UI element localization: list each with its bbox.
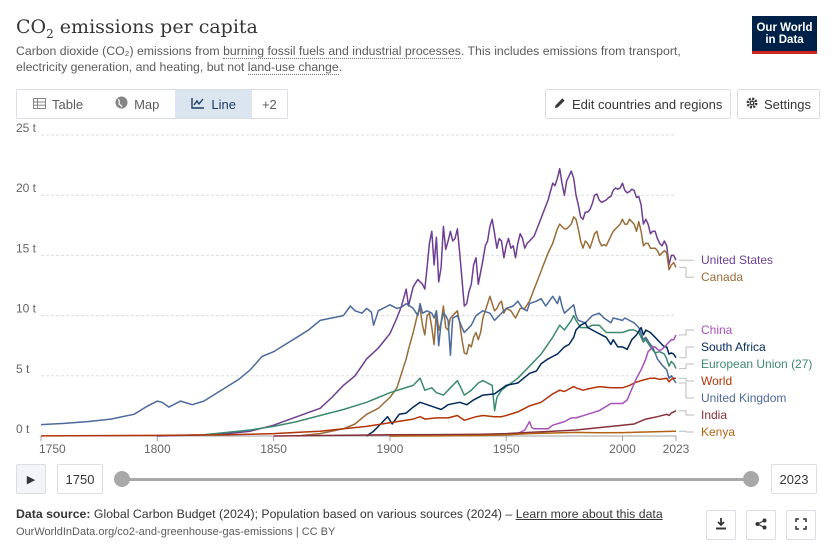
data-source: Data source: Global Carbon Budget (2024)… (16, 507, 663, 521)
line-chart: 0 t 5 t 10 t 15 t 20 t 25 t 1750 1800 1850 1900 19… (16, 121, 812, 456)
legend-connector (679, 266, 694, 278)
x-tick-label: 1750 (39, 442, 66, 456)
y-tick-label: 20 t (16, 181, 37, 195)
legend-connector (679, 430, 694, 433)
chart-subtitle: Carbon dioxide (CO₂) emissions from burn… (16, 44, 681, 75)
download-button[interactable] (706, 510, 736, 540)
legend-label[interactable]: European Union (27) (701, 357, 812, 371)
x-tick-label: 1900 (377, 442, 404, 456)
start-handle[interactable] (114, 471, 130, 487)
tab-map[interactable]: Map (99, 90, 175, 118)
y-tick-label: 10 t (16, 302, 37, 316)
timeline-track[interactable] (122, 478, 752, 481)
y-tick-label: 15 t (16, 241, 37, 255)
download-icon (715, 517, 727, 533)
legend-connector (679, 377, 694, 382)
table-icon (33, 97, 46, 112)
legend-label[interactable]: United States (701, 253, 773, 267)
edit-countries-button[interactable]: Edit countries and regions (545, 89, 732, 119)
series-line-united-states[interactable] (157, 167, 677, 437)
legend-connector (679, 410, 694, 416)
view-tabs: Table Map Line +2 (16, 89, 288, 119)
tab-table[interactable]: Table (17, 90, 99, 118)
y-tick-label: 0 t (16, 422, 30, 436)
x-tick-label: 1850 (260, 442, 287, 456)
play-button[interactable]: ▶ (16, 464, 46, 494)
x-tick-label: 1950 (493, 442, 520, 456)
legend-connector (679, 363, 694, 370)
series-line-kenya[interactable] (389, 430, 677, 437)
share-button[interactable] (746, 510, 776, 540)
legend-connector (679, 346, 694, 359)
globe-icon (115, 96, 128, 112)
play-icon: ▶ (26, 473, 36, 486)
y-tick-label: 25 t (16, 121, 37, 135)
series-line-india[interactable] (273, 410, 677, 437)
settings-button[interactable]: Settings (737, 89, 820, 119)
share-icon (755, 518, 767, 533)
y-tick-label: 5 t (16, 362, 30, 376)
series-line-european-union-27[interactable] (203, 314, 677, 436)
legend-label[interactable]: United Kingdom (701, 391, 786, 405)
series-line-china[interactable] (389, 334, 677, 437)
learn-more-link[interactable]: Learn more about this data (515, 507, 663, 521)
series-line-south-africa[interactable] (366, 322, 677, 437)
legend-connector (679, 329, 694, 336)
x-tick-label: 2000 (609, 442, 636, 456)
legend-label[interactable]: India (701, 408, 727, 422)
x-tick-label: 1800 (144, 442, 171, 456)
pencil-icon (554, 97, 566, 112)
legend-label[interactable]: Canada (701, 270, 743, 284)
chart-title: CO2 emissions per capita (16, 16, 258, 41)
url-text: OurWorldInData.org/co2-and-greenhouse-ga… (16, 526, 336, 538)
legend-label[interactable]: South Africa (701, 340, 766, 354)
series-line-world[interactable] (40, 377, 676, 437)
legend-label[interactable]: World (701, 374, 732, 388)
series-line-united-kingdom[interactable] (40, 295, 677, 426)
tab-more[interactable]: +2 (261, 96, 277, 112)
tab-line[interactable]: Line (175, 90, 252, 118)
legend-label[interactable]: Kenya (701, 425, 735, 439)
end-handle[interactable] (743, 471, 759, 487)
owid-logo[interactable]: Our World in Data (752, 16, 817, 54)
legend-label[interactable]: China (701, 323, 733, 337)
expand-icon (795, 517, 807, 533)
legend-connector (679, 382, 694, 399)
series-line-canada[interactable] (296, 216, 677, 437)
timeline: ▶ 1750 2023 (0, 460, 837, 500)
fossil-fuels-link[interactable]: burning fossil fuels and industrial proc… (223, 44, 461, 59)
fullscreen-button[interactable] (786, 510, 816, 540)
land-use-link[interactable]: land-use change (247, 59, 339, 75)
line-chart-icon (191, 97, 205, 112)
start-year-box[interactable]: 1750 (57, 464, 103, 494)
end-year-box[interactable]: 2023 (771, 464, 817, 494)
x-tick-label: 2023 (663, 442, 690, 456)
gear-icon (746, 97, 758, 112)
